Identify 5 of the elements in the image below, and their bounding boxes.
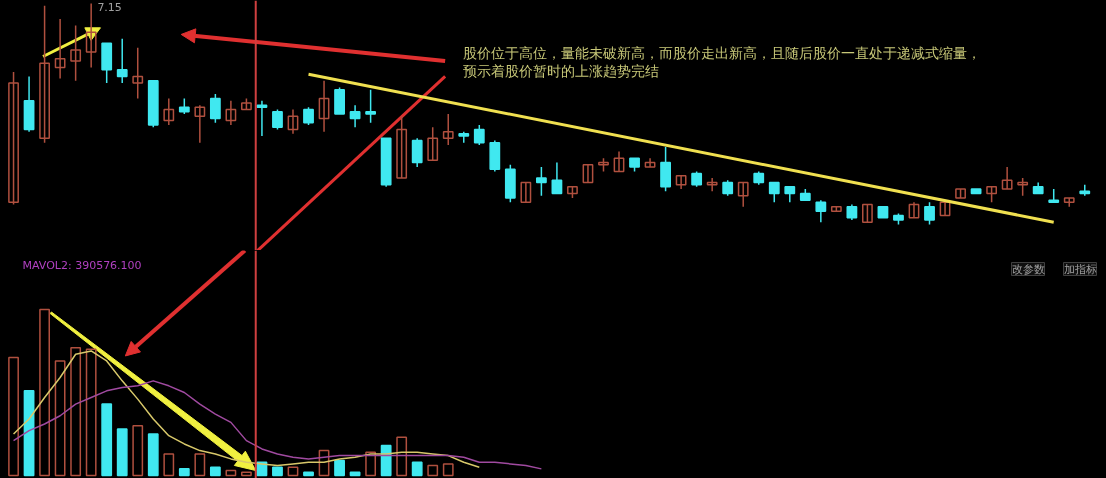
text: 改参数 [1011, 262, 1045, 276]
annotation: 7.15 [97, 0, 122, 14]
annotation: 股价位于高位，量能未破新高，而股价走出新高，且随后股价一直处于递减式缩量，预示着股价暂时的上涨趋势完结 [462, 44, 981, 79]
chart-title: MAVOL2: 390576.100 [22, 258, 142, 272]
text: 加指标 [1063, 262, 1097, 276]
